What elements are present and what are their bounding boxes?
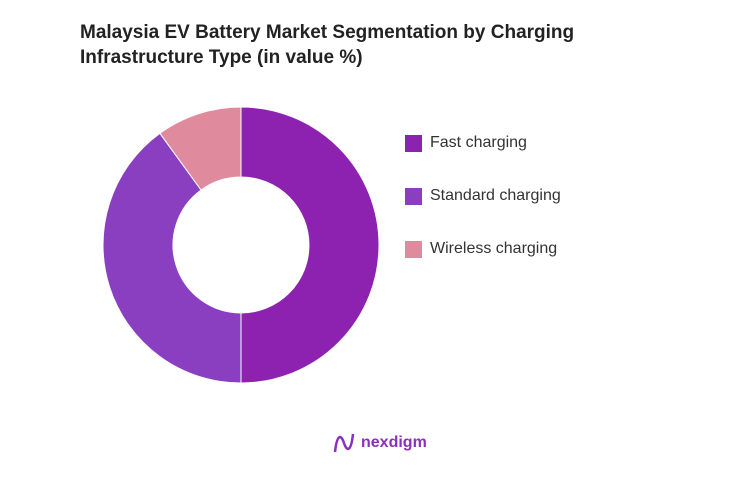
legend-label: Wireless charging: [430, 240, 558, 257]
legend-label: Standard charging: [430, 187, 561, 204]
brand-name: nexdigm: [361, 434, 427, 451]
legend-swatch: [405, 187, 422, 205]
chart-title: Malaysia EV Battery Market Segmentation …: [80, 22, 575, 68]
legend-swatch: [405, 134, 422, 152]
nexdigm-logo: nexdigm: [333, 432, 427, 454]
legend-label: Fast charging: [430, 134, 527, 151]
nexdigm-logo-icon: [333, 433, 355, 453]
legend-swatch: [405, 240, 422, 258]
legend-item: Fast charging: [405, 130, 561, 156]
legend: Fast charging Standard charging Wireless c…: [405, 130, 561, 289]
slice-wireless-charging: [159, 106, 242, 191]
legend-item: Wireless charging: [405, 236, 561, 262]
slice-standard-charging: [102, 132, 242, 384]
legend-item: Standard charging: [405, 183, 561, 209]
slice-fast-charging: [240, 106, 380, 384]
